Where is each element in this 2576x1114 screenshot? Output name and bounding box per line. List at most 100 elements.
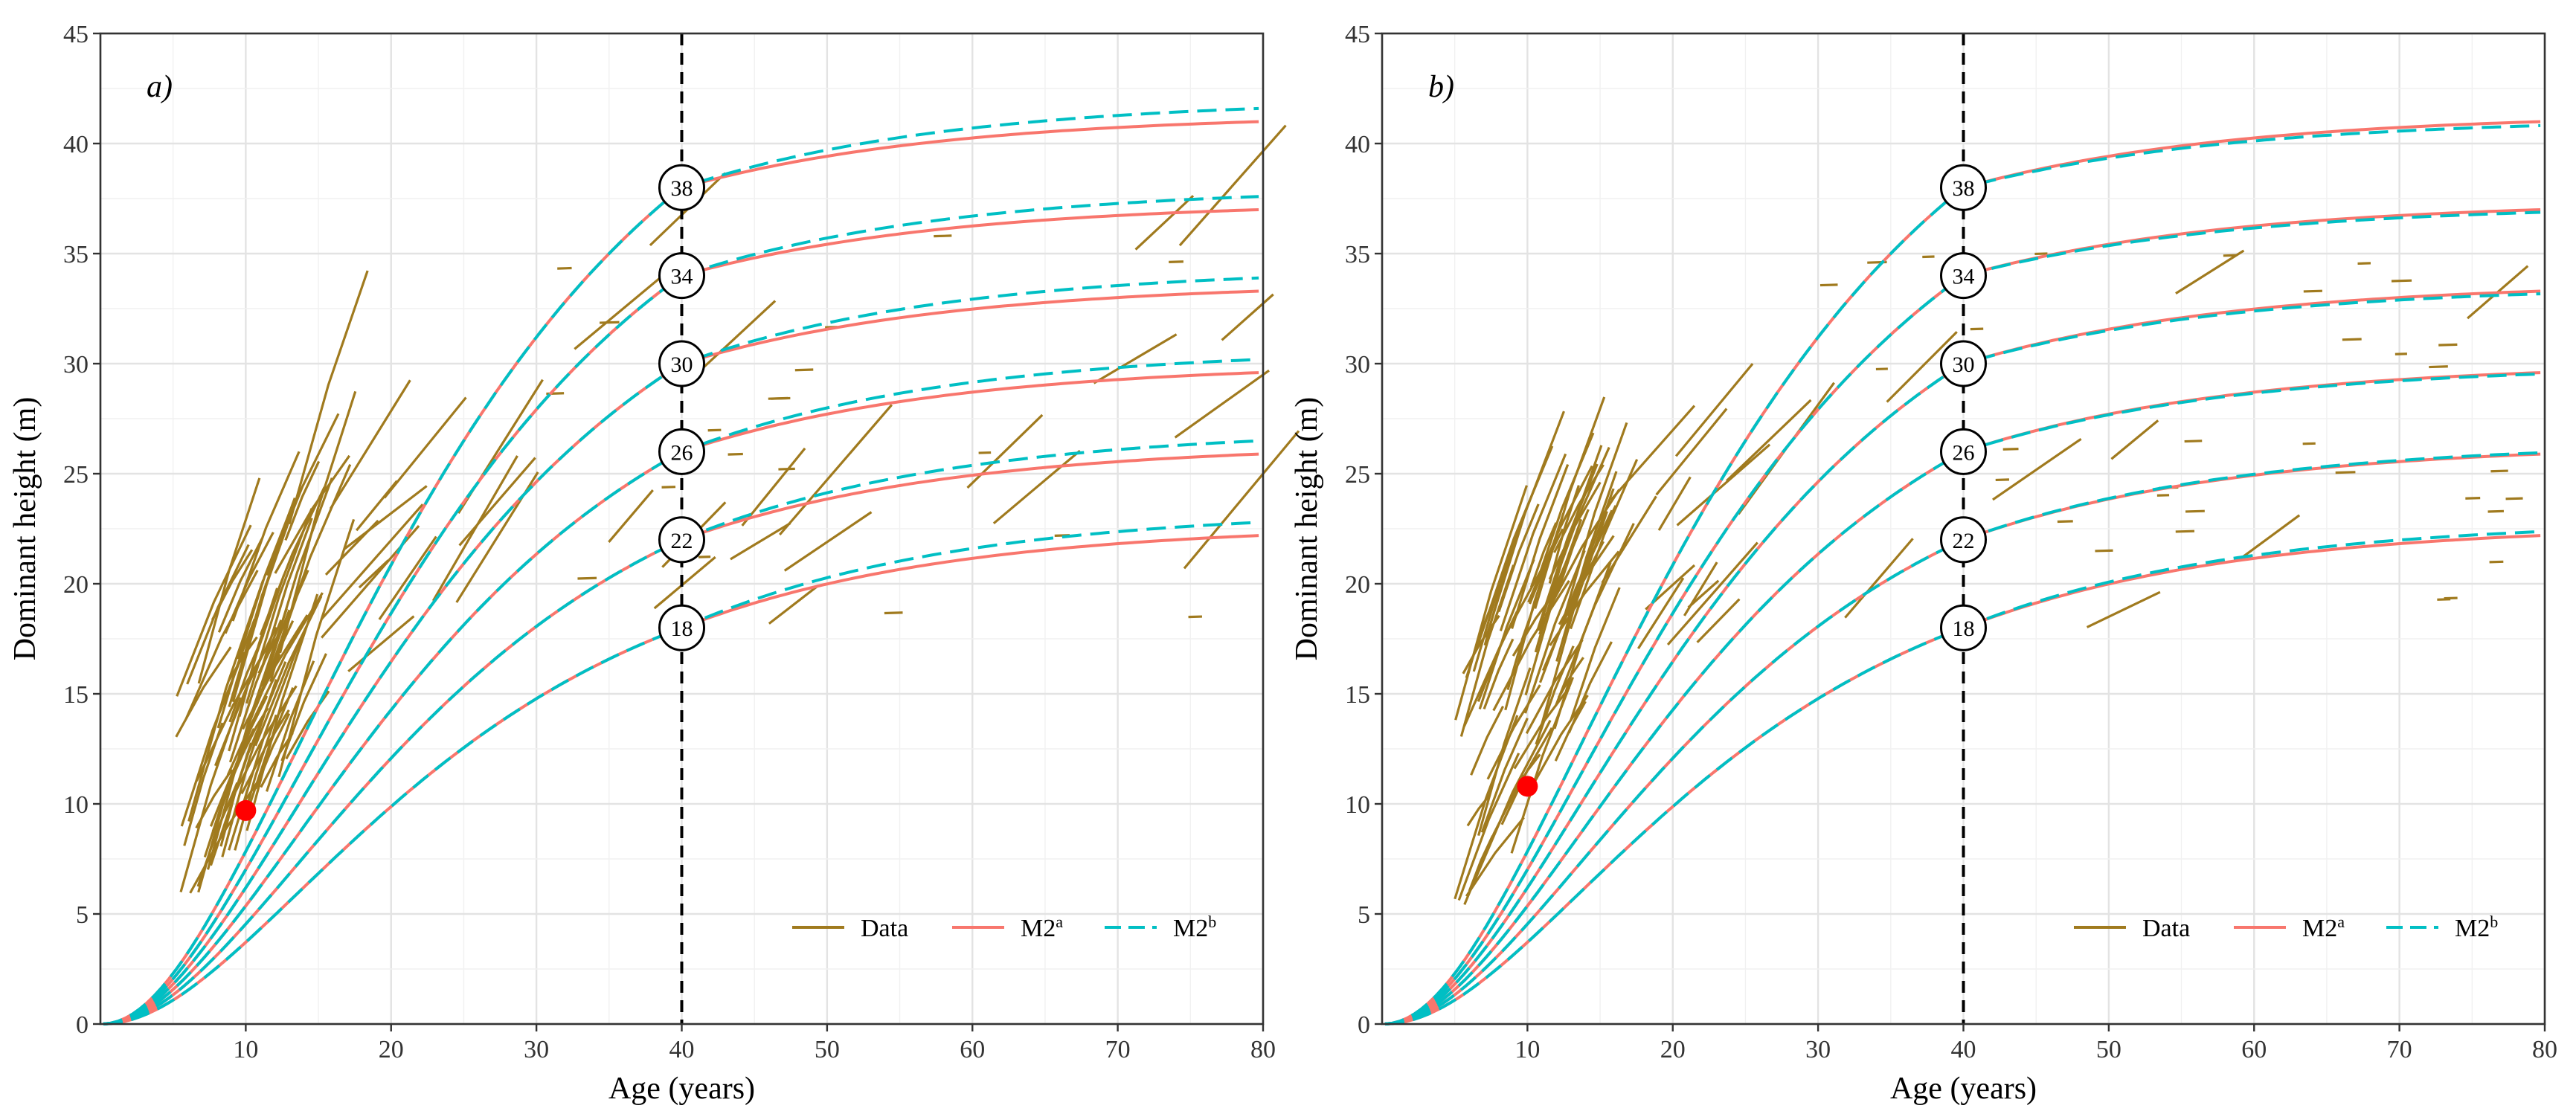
observed-trace	[1512, 587, 1560, 657]
observed-trace	[1696, 598, 1741, 643]
x-tick-label: 80	[2532, 1036, 2557, 1063]
site-index-circle	[658, 516, 705, 564]
observed-trace	[1093, 333, 1178, 384]
y-tick-label: 15	[63, 681, 89, 709]
observed-trace	[1524, 518, 1583, 696]
site-index-circle	[658, 252, 705, 300]
observed-trace	[608, 489, 654, 543]
x-tick-label: 40	[1951, 1036, 1976, 1063]
observed-trace	[707, 428, 722, 432]
observed-trace	[1492, 580, 1570, 712]
observed-trace	[288, 270, 369, 525]
observed-trace	[1463, 774, 1525, 905]
observed-trace	[2184, 440, 2203, 443]
legend-item-m2b: M2b	[2386, 912, 2498, 942]
observed-trace	[1674, 363, 1754, 457]
y-tick-label: 10	[1345, 791, 1370, 819]
observed-trace	[216, 618, 256, 729]
observed-trace	[2437, 598, 2451, 601]
observed-trace	[217, 538, 263, 633]
observed-trace	[1687, 579, 1720, 609]
panel-label: a)	[147, 70, 173, 104]
y-tick-label: 15	[1345, 681, 1370, 709]
x-tick-label: 70	[2387, 1036, 2412, 1063]
legend-label: Data	[2142, 915, 2190, 942]
observed-trace	[1533, 695, 1589, 782]
observed-trace	[284, 460, 321, 541]
observed-trace	[1543, 446, 1610, 612]
observed-trace	[741, 447, 806, 527]
site-index-label: 38	[671, 176, 693, 201]
observed-trace	[1561, 422, 1628, 622]
observed-trace	[175, 646, 232, 738]
observed-trace	[779, 404, 893, 536]
observed-trace	[184, 570, 259, 719]
observed-trace	[383, 396, 467, 499]
observed-trace	[768, 396, 788, 400]
observed-trace	[1637, 577, 1685, 649]
observed-trace	[1886, 331, 1958, 403]
observed-trace	[2002, 448, 2019, 451]
y-tick-label: 25	[1345, 461, 1370, 489]
y-tick-label: 0	[76, 1011, 89, 1039]
observed-trace	[1188, 615, 1202, 619]
observed-trace	[1535, 645, 1575, 745]
observed-trace	[783, 511, 873, 572]
observed-trace	[1557, 657, 1584, 698]
observed-trace	[320, 503, 424, 621]
observed-trace	[1480, 718, 1529, 833]
highlight-point	[1517, 776, 1538, 797]
legend-label: M2b	[1173, 912, 1216, 943]
observed-trace	[186, 544, 250, 685]
observed-trace	[2303, 289, 2322, 293]
observed-trace	[1523, 550, 1586, 714]
observed-trace	[1134, 195, 1195, 251]
observed-trace	[1529, 522, 1558, 588]
observed-trace	[1169, 260, 1183, 263]
observed-trace	[2487, 509, 2504, 513]
x-tick-label: 50	[2096, 1036, 2121, 1063]
observed-trace	[2391, 279, 2412, 283]
site-index-label: 22	[671, 529, 693, 553]
site-index-label: 22	[1953, 529, 1975, 553]
observed-trace	[2086, 590, 2161, 628]
site-index-label: 26	[671, 440, 693, 465]
observed-trace	[1567, 505, 1617, 616]
site-index-label: 34	[671, 265, 693, 289]
x-tick-label: 30	[524, 1036, 549, 1063]
observed-trace	[2505, 497, 2523, 500]
y-tick-label: 5	[1358, 901, 1370, 929]
observed-trace	[1610, 405, 1696, 501]
observed-trace	[356, 480, 398, 532]
observed-trace	[1499, 453, 1567, 631]
x-tick-label: 70	[1105, 1036, 1131, 1063]
legend: Data M2a M2b	[2073, 912, 2498, 942]
observed-trace	[577, 576, 597, 580]
site-index-labels: 18 22 26 30 34 38	[658, 164, 705, 651]
observed-trace	[458, 457, 536, 547]
legend: Data M2a M2b	[791, 912, 1216, 943]
site-index-circle	[1940, 428, 1987, 475]
legend-item-m2b: M2b	[1104, 912, 1216, 943]
observed-trace	[1500, 727, 1553, 825]
y-tick-label: 20	[1345, 571, 1370, 599]
observed-trace	[2335, 471, 2356, 474]
observed-trace	[661, 486, 676, 489]
observed-trace	[1486, 684, 1541, 780]
observed-trace	[2489, 560, 2504, 564]
observed-trace	[1178, 124, 1287, 247]
x-tick-label: 20	[379, 1036, 404, 1063]
observed-trace	[1601, 495, 1657, 584]
observed-trace	[1511, 464, 1570, 629]
axis-ticks: 10 20 30 40 50 60 70 80 0 5 10 15 20 25 30 35 40 45	[1345, 21, 2557, 1063]
site-index-circle	[1940, 516, 1987, 564]
y-tick-label: 30	[63, 351, 89, 379]
legend-label: M2a	[1021, 912, 1063, 943]
plot-border	[1381, 32, 2546, 1026]
plot-border	[99, 32, 1265, 1026]
observed-trace	[195, 768, 234, 829]
y-tick-label: 35	[63, 241, 89, 268]
y-tick-label: 10	[63, 791, 89, 819]
observed-trace	[266, 660, 315, 792]
observed-trace	[1459, 564, 1515, 737]
